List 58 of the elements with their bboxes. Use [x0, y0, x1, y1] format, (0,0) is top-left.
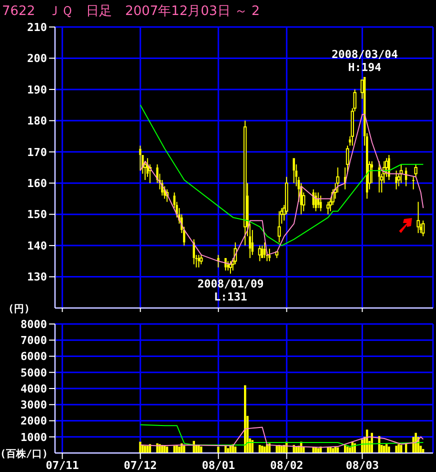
bar [314, 447, 317, 453]
x-tick-label: 08/02 [270, 458, 304, 472]
x-tick-label: 08/03 [346, 458, 379, 472]
bar [317, 448, 320, 453]
bar [334, 446, 336, 453]
candlestick [217, 254, 220, 268]
y-axis-title: (円) [8, 303, 30, 316]
bar [280, 446, 283, 453]
bar [414, 432, 417, 453]
y-tick-label: 8000 [20, 318, 47, 331]
y-tick-label: 4000 [20, 382, 47, 396]
bar [234, 446, 236, 453]
x-tick-label: 08/01 [202, 458, 236, 472]
candlestick [314, 192, 317, 212]
y-tick-label: 3000 [20, 398, 47, 412]
bar [295, 446, 298, 453]
bar [217, 446, 220, 453]
line-series [140, 104, 424, 246]
y-tick-label: 1000 [20, 430, 47, 444]
y-tick-label: 150 [27, 208, 47, 222]
y-tick-label: 7000 [20, 334, 47, 348]
bar [258, 444, 261, 453]
bar [139, 442, 142, 453]
y-tick-label: 180 [27, 114, 47, 128]
candlestick [264, 242, 266, 259]
bar [200, 446, 202, 453]
y-tick-label: 140 [27, 239, 47, 252]
candlestick [298, 176, 300, 202]
bar [395, 446, 398, 453]
candlestick [139, 145, 142, 172]
candlestick [244, 120, 247, 246]
y-tick-label: 190 [27, 83, 47, 96]
y-tick-label: 6000 [20, 350, 47, 364]
chart-title: 7622 ＪＱ 日足 2007年12月03日 ～ 2 [2, 3, 260, 20]
bar [276, 446, 278, 453]
y-tick-label: 210 [27, 20, 47, 34]
bar [400, 444, 402, 453]
candlestick [336, 167, 340, 193]
bar [336, 447, 339, 453]
y-tick-label: 130 [27, 270, 47, 284]
candlestick [278, 210, 281, 243]
y-tick-label: 200 [27, 52, 47, 66]
bar [261, 446, 264, 453]
y-axis-title: (百株/口) [0, 448, 48, 460]
y-tick-label: 5000 [20, 366, 47, 380]
bar [398, 444, 400, 453]
candlestick [156, 164, 158, 184]
y-tick-label: 2000 [20, 414, 47, 428]
x-tick-label: 07/11 [46, 458, 80, 472]
bar [198, 444, 200, 453]
bar [195, 444, 198, 453]
bar [176, 444, 178, 453]
y-tick-label: 170 [27, 146, 47, 159]
bar [178, 446, 180, 453]
y-tick-label: 160 [27, 177, 47, 190]
bar [361, 439, 364, 453]
bar [142, 444, 144, 453]
x-tick-label: 07/12 [124, 458, 157, 472]
